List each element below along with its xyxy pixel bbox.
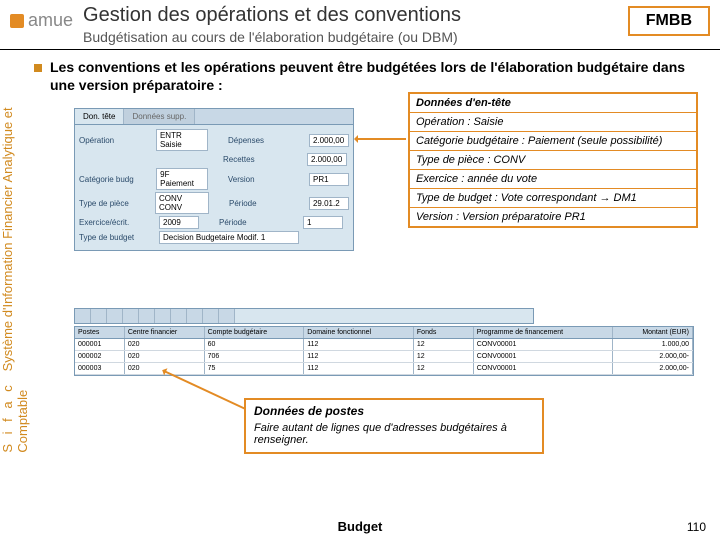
page-subtitle: Budgétisation au cours de l'élaboration …: [83, 29, 628, 45]
logo: amue: [10, 10, 73, 31]
sifac-desc: Système d'Information Financier Analytiq…: [0, 107, 15, 371]
th-programme: Programme de financement: [474, 327, 614, 338]
lbl-recettes: Recettes: [223, 155, 303, 164]
toolbar-btn[interactable]: [187, 309, 203, 323]
title-area: Gestion des opérations et des convention…: [83, 4, 628, 45]
toolbar-btn[interactable]: [203, 309, 219, 323]
bullet-text: Les conventions et les opérations peuven…: [50, 58, 708, 94]
lbl-depenses: Dépenses: [228, 136, 305, 145]
footer-label: Budget: [0, 519, 720, 534]
annot-operation: Opération : Saisie: [410, 113, 696, 132]
sap-form-panel: Don. tête Données supp. OpérationENTR Sa…: [74, 108, 354, 251]
th-fonds: Fonds: [414, 327, 474, 338]
val-exercice[interactable]: 2009: [159, 216, 199, 229]
table-row[interactable]: 0000010206011212CONV000011.000,00: [75, 339, 693, 351]
annot-version: Version : Version préparatoire PR1: [410, 208, 696, 226]
form-screenshot-area: Don. tête Données supp. OpérationENTR Sa…: [34, 98, 708, 298]
toolbar-btn[interactable]: [171, 309, 187, 323]
arrow-icon: [356, 138, 406, 140]
annotation-postes-box: Données de postes Faire autant de lignes…: [244, 398, 544, 454]
val-recettes: 2.000,00: [307, 153, 347, 166]
lbl-periode2: Période: [219, 218, 299, 227]
val-type-budget[interactable]: Decision Budgetaire Modif. 1: [159, 231, 299, 244]
lbl-version: Version: [228, 175, 305, 184]
page-title: Gestion des opérations et des convention…: [83, 4, 628, 27]
lbl-operation: Opération: [79, 136, 156, 145]
annot-exercice: Exercice : année du vote: [410, 170, 696, 189]
annot2-text: Faire autant de lignes que d'adresses bu…: [246, 422, 542, 452]
val-operation[interactable]: ENTR Saisie: [156, 129, 208, 151]
toolbar-btn[interactable]: [91, 309, 107, 323]
val-version[interactable]: PR1: [309, 173, 349, 186]
val-depenses: 2.000,00: [309, 134, 349, 147]
sidebar: S i f a c Système d'Information Financie…: [0, 50, 30, 510]
sifac-label: S i f a c: [0, 382, 15, 452]
th-montant: Montant (EUR): [613, 327, 693, 338]
tab-supp[interactable]: Données supp.: [124, 109, 195, 124]
lbl-exercice: Exercice/écrit.: [79, 218, 159, 227]
arrow-icon: [164, 370, 254, 410]
table-row[interactable]: 00000202070611212CONV000012.000,00-: [75, 351, 693, 363]
page-number: 110: [687, 520, 706, 534]
annot-title: Données d'en-tête: [410, 94, 696, 113]
tcode-badge: FMBB: [628, 6, 710, 36]
val-date[interactable]: 29.01.2: [309, 197, 349, 210]
th-postes: Postes: [75, 327, 125, 338]
sifac-desc2: Comptable: [15, 390, 30, 453]
header: amue Gestion des opérations et des conve…: [0, 0, 720, 50]
sap-toolbar: [74, 308, 534, 324]
lbl-type-budget: Type de budget: [79, 233, 159, 242]
val-periode2[interactable]: 1: [303, 216, 343, 229]
th-domaine: Domaine fonctionnel: [304, 327, 414, 338]
annot-type-piece: Type de pièce : CONV: [410, 151, 696, 170]
annotation-header-box: Données d'en-tête Opération : Saisie Cat…: [408, 92, 698, 228]
annot2-title: Données de postes: [246, 400, 542, 422]
annot-categorie: Catégorie budgétaire : Paiement (seule p…: [410, 132, 696, 151]
toolbar-btn[interactable]: [139, 309, 155, 323]
bullet-icon: [34, 64, 42, 72]
val-categ[interactable]: 9F Paiement: [156, 168, 208, 190]
sidebar-vertical-text: S i f a c Système d'Information Financie…: [0, 107, 30, 452]
logo-square-icon: [10, 14, 24, 28]
toolbar-btn[interactable]: [75, 309, 91, 323]
toolbar-btn[interactable]: [123, 309, 139, 323]
tab-header[interactable]: Don. tête: [75, 109, 124, 124]
logo-text: amue: [28, 10, 73, 31]
th-centre: Centre financier: [125, 327, 205, 338]
toolbar-btn[interactable]: [155, 309, 171, 323]
content: Les conventions et les opérations peuven…: [30, 50, 720, 510]
lbl-type-piece: Type de pièce: [79, 199, 155, 208]
lbl-periode: Période: [229, 199, 305, 208]
table-header: Postes Centre financier Compte budgétair…: [75, 327, 693, 339]
th-compte: Compte budgétaire: [205, 327, 305, 338]
annot-type-budget: Type de budget : Vote correspondant → DM…: [410, 189, 696, 208]
bullet-item: Les conventions et les opérations peuven…: [34, 58, 708, 94]
toolbar-btn[interactable]: [219, 309, 235, 323]
val-type-piece[interactable]: CONV CONV: [155, 192, 209, 214]
lbl-categ: Catégorie budg: [79, 175, 156, 184]
toolbar-btn[interactable]: [107, 309, 123, 323]
